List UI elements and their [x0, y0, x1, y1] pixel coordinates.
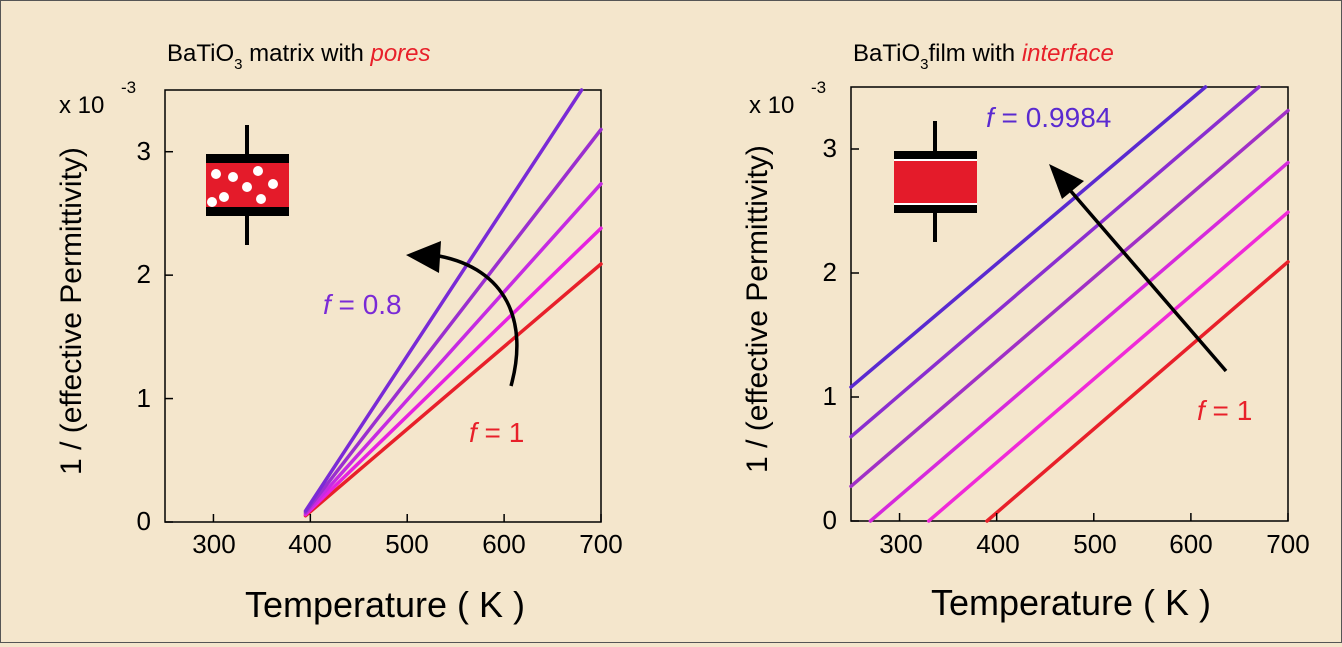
left-series-line-0	[303, 262, 603, 518]
left-ytick-1: 1	[137, 383, 151, 413]
right-xtick-700: 700	[1266, 529, 1309, 559]
right-tick-marks	[851, 148, 1289, 522]
right-title: BaTiO3film with interface	[853, 40, 1114, 73]
left-xtick-400: 400	[288, 529, 331, 559]
right-scale-exp: -3	[811, 78, 826, 97]
right-ytick-2: 2	[823, 257, 837, 287]
right-scale-base: x 10	[749, 92, 794, 119]
right-xtick-600: 600	[1169, 529, 1212, 559]
left-ytick-0: 0	[137, 506, 151, 536]
right-ytick-1: 1	[823, 381, 837, 411]
right-xtick-400: 400	[976, 529, 1019, 559]
left-xtick-300: 300	[192, 529, 235, 559]
left-xtick-500: 500	[385, 529, 428, 559]
left-title: BaTiO3 matrix with pores	[167, 40, 431, 73]
right-plot-frame	[850, 86, 1289, 522]
left-ytick-2: 2	[137, 259, 151, 289]
right-xtick-500: 500	[1073, 529, 1116, 559]
left-tick-marks	[165, 150, 602, 523]
right-series-line-2	[868, 160, 1290, 523]
left-xtick-600: 600	[482, 529, 525, 559]
left-series-line-3	[303, 127, 603, 514]
porous-capacitor-icon	[206, 125, 289, 245]
right-ytick-0: 0	[823, 505, 837, 535]
right-xlabel: Temperature ( K )	[931, 582, 1211, 623]
right-series-line-3	[849, 108, 1290, 489]
left-curved-arrow	[406, 241, 519, 387]
right-label-low: f = 1	[1197, 395, 1252, 426]
right-ytick-3: 3	[823, 133, 837, 163]
left-series-group	[303, 88, 603, 518]
left-xlabel: Temperature ( K )	[245, 584, 525, 625]
right-straight-arrow	[1049, 164, 1228, 373]
right-label-high: f = 0.9984	[986, 102, 1111, 133]
left-scale-base: x 10	[59, 92, 104, 119]
left-panel: BaTiO3 matrix with pores x 10 -3 0 1 2 3…	[55, 40, 623, 625]
left-xtick-700: 700	[579, 529, 622, 559]
left-series-line-2	[303, 182, 603, 516]
right-panel: BaTiO3film with interface x 10 -3 0 1 2 …	[741, 40, 1310, 623]
left-ytick-3: 3	[137, 136, 151, 166]
left-scale-exp: -3	[121, 78, 136, 97]
right-series-line-1	[926, 210, 1290, 523]
left-plot-frame	[164, 89, 602, 523]
right-series-line-0	[985, 260, 1290, 523]
left-series-line-4	[303, 88, 584, 513]
right-xtick-300: 300	[879, 529, 922, 559]
left-label-high: f = 0.8	[323, 289, 402, 320]
left-series-line-1	[303, 226, 603, 517]
right-series-line-5	[849, 85, 1208, 389]
right-ylabel: 1 / (effective Permittivity)	[741, 145, 774, 473]
film-capacitor-icon	[894, 121, 977, 242]
left-label-low: f = 1	[469, 417, 524, 448]
left-ylabel: 1 / (effective Permittivity)	[55, 147, 88, 475]
right-series-line-4	[849, 85, 1261, 439]
right-series-group	[849, 85, 1290, 523]
